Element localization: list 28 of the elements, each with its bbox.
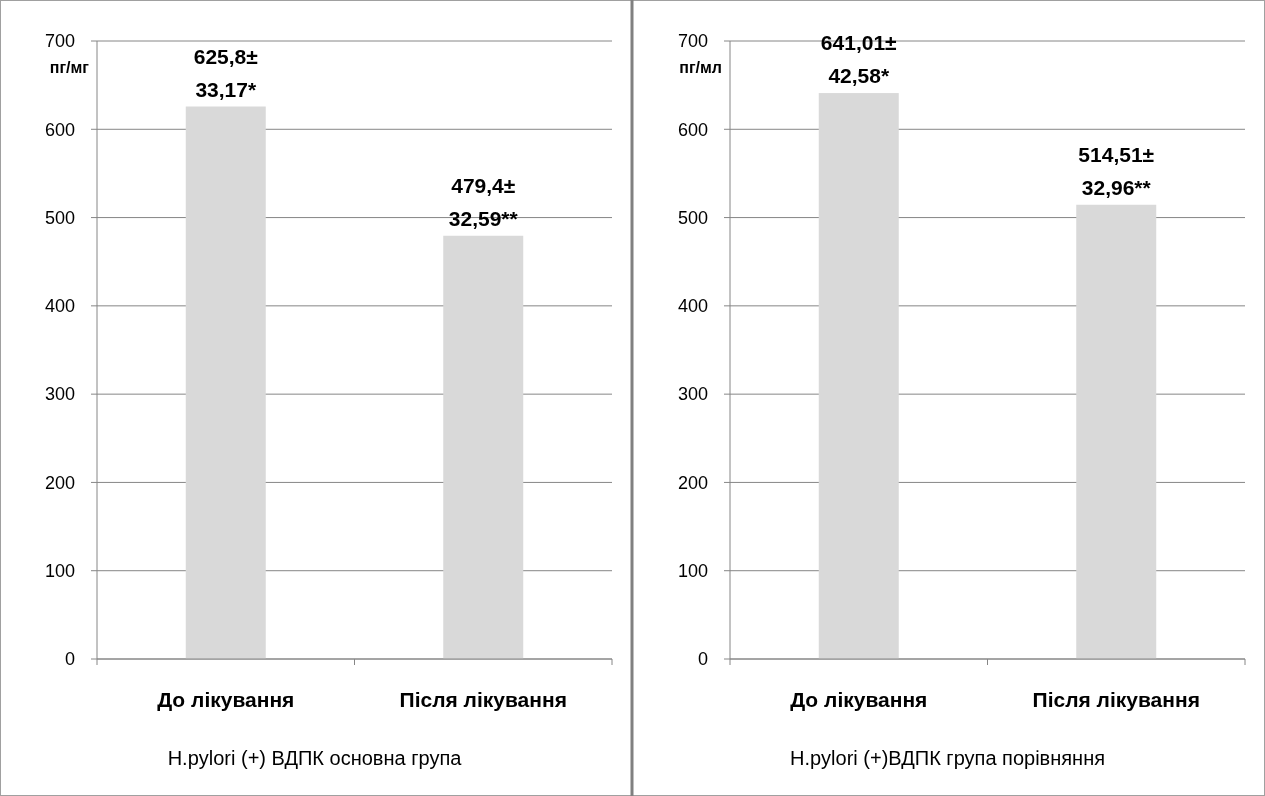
- y-tick-label: 400: [44, 296, 75, 317]
- y-axis-title: пг/мл: [679, 59, 722, 76]
- y-tick-label: 0: [64, 649, 75, 670]
- y-tick-label: 100: [677, 561, 708, 582]
- x-tick-label: До лікування: [790, 688, 928, 711]
- x-tick-label: Після лікування: [399, 688, 567, 711]
- y-tick-label: 500: [677, 207, 708, 228]
- y-tick-label: 700: [677, 31, 708, 52]
- y-tick-label: 0: [697, 649, 708, 670]
- data-label: 641,01± 42,58*: [820, 31, 898, 88]
- y-tick-label: 200: [677, 472, 708, 493]
- y-tick-label: 600: [44, 119, 75, 140]
- x-tick-label: Після лікування: [1032, 688, 1200, 711]
- y-tick-label: 700: [44, 31, 75, 52]
- y-tick-label: 600: [677, 119, 708, 140]
- y-tick-label: 300: [44, 384, 75, 405]
- y-tick-label: 400: [677, 296, 708, 317]
- data-label: 479,4± 32,59**: [448, 173, 519, 230]
- data-label: 514,51± 32,96**: [1078, 142, 1155, 199]
- y-axis-title: пг/мг: [49, 59, 90, 76]
- y-tick-label: 100: [44, 561, 75, 582]
- y-tick-label: 500: [44, 207, 75, 228]
- y-tick-label: 300: [677, 384, 708, 405]
- x-axis-title: H.pylori (+) ВДПК основна група: [167, 747, 463, 769]
- x-axis-title: H.pylori (+)ВДПК група порівняння: [789, 747, 1106, 769]
- y-tick-label: 200: [44, 472, 75, 493]
- x-tick-label: До лікування: [157, 688, 295, 711]
- data-label: 625,8± 33,17*: [193, 44, 259, 101]
